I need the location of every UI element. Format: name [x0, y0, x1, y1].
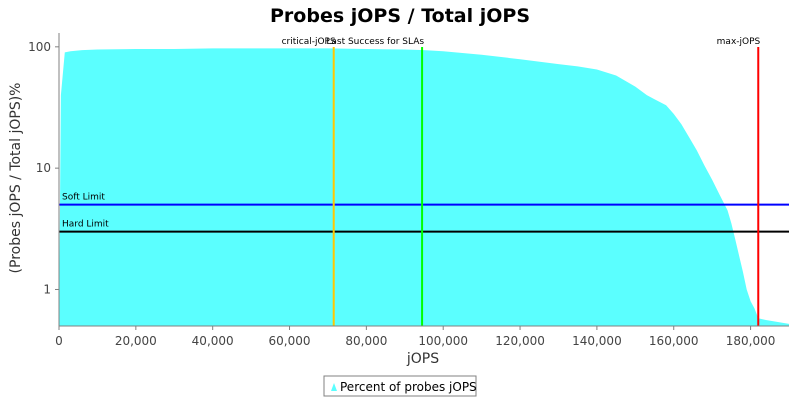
- x-tick-label-9: 180,000: [726, 334, 776, 348]
- x-tick-label-8: 160,000: [649, 334, 699, 348]
- x-axis-label: jOPS: [406, 351, 439, 367]
- legend-label: Percent of probes jOPS: [340, 380, 477, 394]
- hline-marker-label-1: Hard Limit: [62, 220, 109, 230]
- x-tick-label-1: 20,000: [115, 334, 157, 348]
- legend: Percent of probes jOPS: [323, 375, 477, 397]
- x-tick-label-3: 60,000: [269, 334, 311, 348]
- vline-marker-label-1: Last Success for SLAs: [326, 37, 424, 47]
- hline-marker-label-0: Soft Limit: [62, 193, 105, 203]
- x-tick-label-4: 80,000: [345, 334, 387, 348]
- y-axis-label: (Probes jOPS / Total jOPS)%: [8, 83, 24, 274]
- vline-marker-label-0: critical-jOPS: [282, 37, 336, 47]
- legend-swatch: [331, 383, 337, 391]
- x-tick-label-7: 140,000: [572, 334, 622, 348]
- vline-marker-label-2: max-jOPS: [717, 37, 761, 47]
- x-tick-label-5: 100,000: [418, 334, 468, 348]
- y-tick-label-1: 10: [36, 161, 51, 175]
- x-tick-label-0: 0: [55, 334, 63, 348]
- area-series-0: [59, 48, 789, 327]
- y-tick-label-0: 1: [43, 282, 51, 296]
- y-tick-label-2: 100: [28, 40, 51, 54]
- legend-box: [323, 375, 477, 397]
- chart-title: Probes jOPS / Total jOPS: [270, 5, 530, 27]
- x-tick-label-2: 40,000: [192, 334, 234, 348]
- x-tick-label-6: 120,000: [495, 334, 545, 348]
